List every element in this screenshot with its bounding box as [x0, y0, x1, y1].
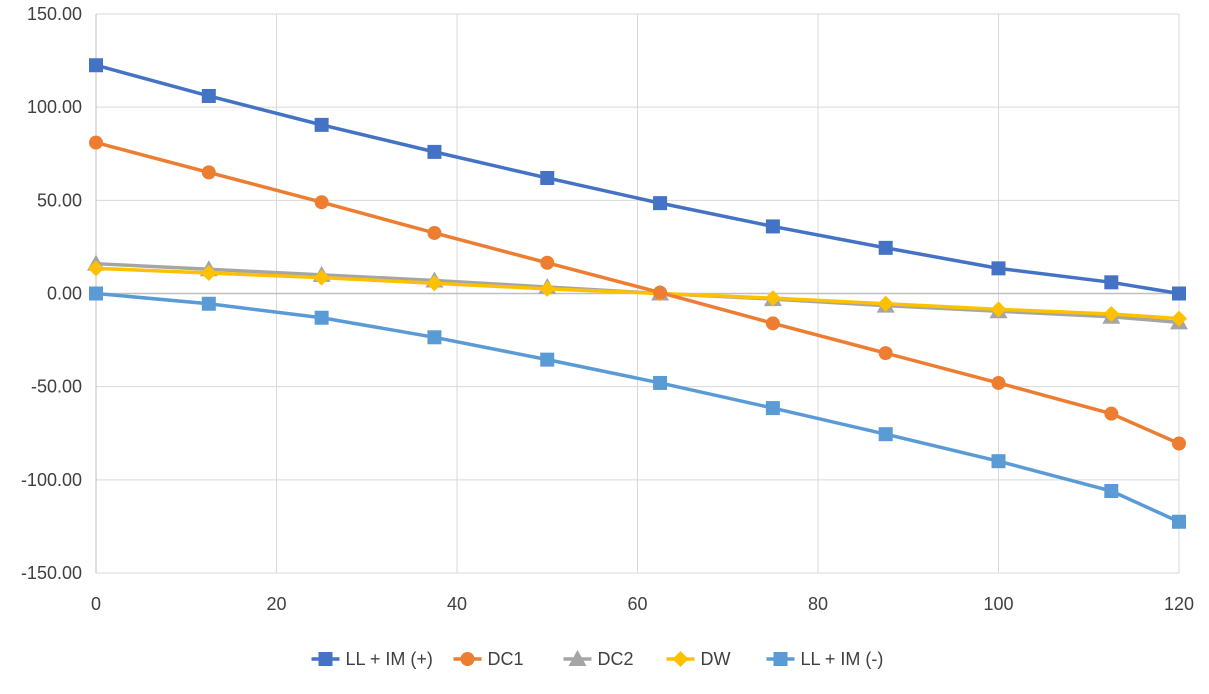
- x-tick-label: 80: [808, 594, 828, 614]
- y-tick-label: -100.00: [21, 470, 82, 490]
- data-point: [314, 117, 329, 132]
- x-tick-label: 100: [983, 594, 1013, 614]
- y-tick-label: 150.00: [27, 4, 82, 24]
- legend-marker: [318, 652, 333, 666]
- y-tick-label: 50.00: [37, 190, 82, 210]
- data-point: [540, 352, 555, 367]
- series-4: [89, 286, 1186, 529]
- legend-item: LL + IM (+): [311, 649, 433, 669]
- data-point: [991, 375, 1006, 390]
- y-tick-label: 0.00: [47, 284, 82, 304]
- data-point: [1103, 305, 1120, 322]
- data-point: [1104, 484, 1119, 499]
- legend-label: DW: [701, 649, 731, 669]
- data-point: [89, 58, 103, 73]
- x-tick-label: 20: [266, 594, 286, 614]
- data-point: [1171, 310, 1187, 327]
- data-point: [1104, 275, 1119, 290]
- series-1: [89, 135, 1186, 451]
- legend-marker: [460, 652, 475, 666]
- data-point: [201, 165, 216, 180]
- y-tick-label: -50.00: [31, 377, 82, 397]
- data-point: [878, 240, 893, 255]
- grid: [96, 13, 1180, 574]
- data-point: [314, 195, 329, 210]
- legend-item: DW: [666, 649, 731, 669]
- data-point: [89, 286, 103, 301]
- data-point: [314, 310, 329, 325]
- legend: LL + IM (+) DC1 DC2 DW LL + IM (-): [311, 649, 884, 669]
- data-point: [877, 295, 894, 312]
- data-point: [878, 427, 893, 442]
- y-tick-label: -150.00: [21, 563, 82, 583]
- legend-marker: [672, 651, 689, 667]
- data-point: [765, 219, 780, 234]
- data-point: [540, 170, 555, 185]
- x-tick-label: 40: [447, 594, 467, 614]
- data-point: [653, 196, 668, 211]
- data-point: [765, 401, 780, 416]
- data-point: [653, 285, 668, 300]
- legend-label: LL + IM (+): [346, 649, 433, 669]
- data-point: [991, 261, 1006, 276]
- data-point: [1104, 406, 1119, 421]
- y-tick-label: 100.00: [27, 97, 82, 117]
- data-point: [765, 316, 780, 331]
- data-point: [200, 265, 217, 282]
- data-point: [1172, 436, 1186, 451]
- data-point: [653, 375, 668, 390]
- legend-label: DC1: [488, 649, 524, 669]
- data-point: [201, 88, 216, 103]
- data-point: [991, 454, 1006, 469]
- series-0: [89, 58, 1186, 301]
- data-point: [1172, 286, 1186, 301]
- legend-marker: [773, 652, 788, 666]
- legend-item: DC2: [563, 649, 634, 669]
- series-group: [87, 58, 1188, 529]
- legend-label: DC2: [598, 649, 634, 669]
- data-point: [427, 330, 442, 345]
- data-point: [878, 346, 893, 361]
- x-tick-label: 120: [1164, 594, 1194, 614]
- x-tick-label: 60: [627, 594, 647, 614]
- data-point: [426, 275, 443, 292]
- data-point: [990, 301, 1007, 318]
- x-tick-label: 0: [91, 594, 101, 614]
- data-point: [313, 269, 330, 286]
- legend-item: LL + IM (-): [766, 649, 884, 669]
- data-point: [89, 135, 103, 150]
- data-point: [1172, 514, 1186, 529]
- data-point: [201, 296, 216, 311]
- data-point: [427, 144, 442, 159]
- legend-marker: [568, 650, 587, 666]
- data-point: [764, 290, 781, 307]
- data-point: [88, 260, 104, 277]
- legend-item: DC1: [453, 649, 524, 669]
- data-point: [539, 280, 556, 297]
- data-point: [427, 225, 442, 240]
- data-point: [540, 255, 555, 270]
- legend-label: LL + IM (-): [801, 649, 884, 669]
